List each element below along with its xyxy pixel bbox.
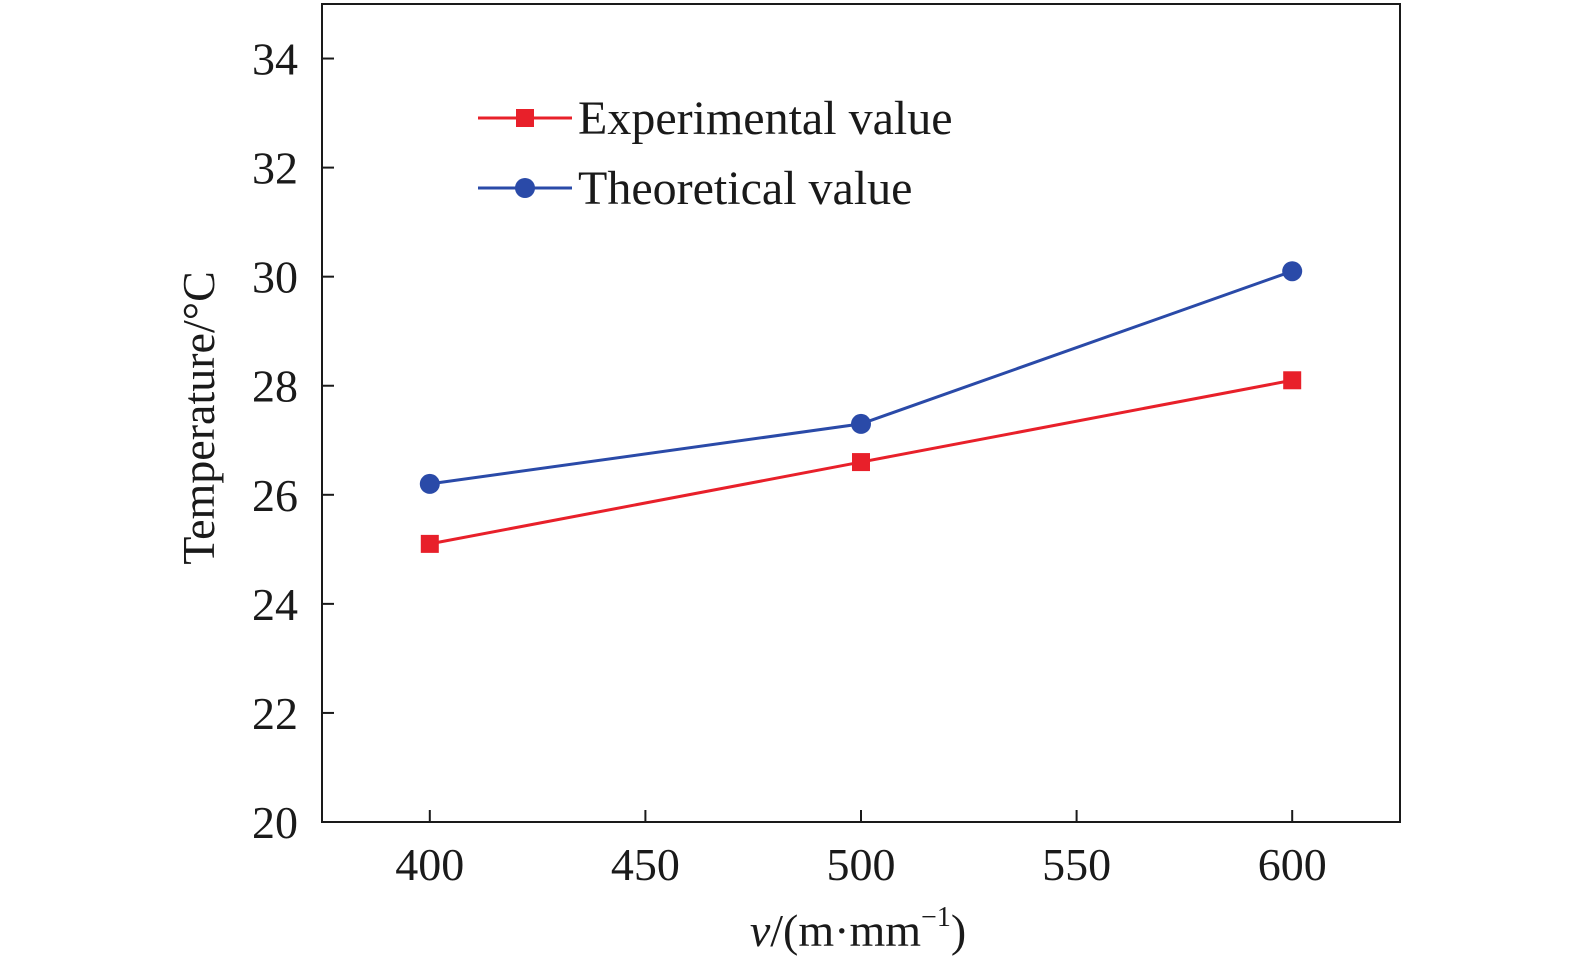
- y-tick-label-30: 30: [252, 252, 298, 303]
- x-tick-label-600: 600: [1258, 839, 1327, 890]
- series-1-point-600: [1283, 371, 1302, 390]
- x-tick-label-550: 550: [1042, 839, 1111, 890]
- series-1-point-500: [852, 453, 870, 472]
- y-tick-label-26: 26: [252, 470, 298, 521]
- x-axis-title-variable: v: [750, 905, 771, 956]
- y-tick-label-28: 28: [252, 361, 298, 412]
- legend-label-1: Experimental value: [578, 92, 953, 145]
- y-tick-label-22: 22: [252, 688, 298, 739]
- x-axis-title: v/(m·mm−1): [750, 902, 966, 956]
- y-tick-label-32: 32: [252, 143, 298, 194]
- y-tick-label-34: 34: [252, 34, 298, 85]
- series-1-point-400: [420, 534, 439, 553]
- legend-entry-2: Theoretical value: [478, 162, 912, 215]
- series-1: [420, 371, 1302, 553]
- legend-swatch-marker-1: [516, 109, 534, 127]
- legend-entry-1: Experimental value: [478, 92, 953, 145]
- axis-ticks: 400 450 500 550 600 20 22 24 26 28 30 32 34: [252, 34, 1327, 890]
- series-2-point-400: [419, 473, 440, 494]
- x-axis-title-close: ): [951, 905, 966, 956]
- legend-swatch-marker-2: [515, 178, 535, 198]
- series-2-point-500: [851, 413, 871, 434]
- x-axis-title-unit: /(m·mm: [770, 905, 921, 956]
- y-axis-title: Temperature/°C: [173, 271, 224, 565]
- legend: Experimental value Theoretical value: [478, 92, 953, 215]
- x-tick-label-450: 450: [611, 839, 680, 890]
- legend-label-2: Theoretical value: [578, 162, 912, 215]
- x-tick-label-400: 400: [395, 839, 464, 890]
- series-2-line: [429, 269, 1293, 486]
- series-2: [419, 261, 1303, 494]
- x-tick-label-500: 500: [827, 839, 896, 890]
- y-tick-label-24: 24: [252, 579, 298, 630]
- series-2-point-600: [1282, 261, 1303, 282]
- y-tick-label-20: 20: [252, 797, 298, 848]
- data-series: [419, 261, 1303, 553]
- x-axis-title-exponent: −1: [921, 902, 951, 933]
